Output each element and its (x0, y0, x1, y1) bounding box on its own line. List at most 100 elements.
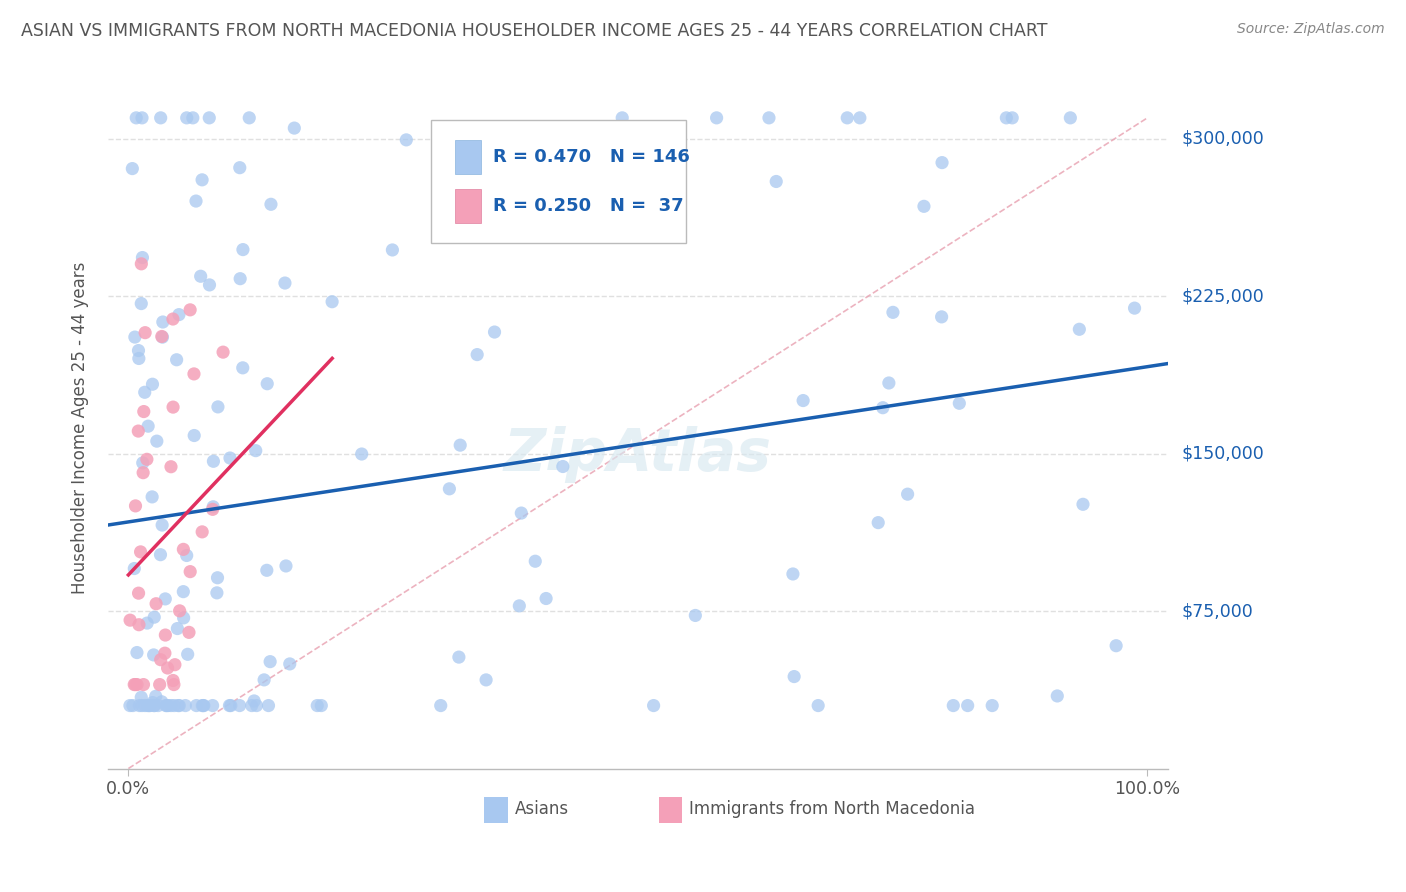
Point (274, 276, 297, 290)
Point (156, 698, 179, 713)
Point (837, 111, 859, 125)
Text: $75,000: $75,000 (1181, 602, 1254, 620)
Point (782, 566, 804, 581)
Point (131, 111, 153, 125)
Point (155, 698, 177, 713)
Point (219, 450, 242, 465)
Point (143, 698, 166, 713)
Point (122, 677, 145, 691)
Point (132, 404, 155, 418)
Point (350, 447, 373, 461)
Point (534, 591, 557, 606)
Point (124, 677, 146, 691)
Point (1123, 301, 1146, 315)
Point (551, 459, 574, 474)
Point (191, 173, 214, 187)
Point (146, 434, 169, 449)
Point (163, 677, 186, 691)
Point (995, 111, 1018, 125)
Point (956, 698, 979, 713)
Point (184, 194, 207, 208)
Point (129, 690, 152, 705)
Point (381, 243, 404, 257)
Point (877, 376, 900, 390)
Point (181, 111, 204, 125)
Point (125, 646, 148, 660)
Point (128, 698, 150, 713)
Point (278, 657, 301, 671)
Point (201, 698, 224, 713)
Point (191, 698, 214, 713)
Point (162, 312, 184, 326)
Point (149, 677, 172, 691)
FancyBboxPatch shape (432, 120, 686, 244)
Point (125, 111, 148, 125)
FancyBboxPatch shape (454, 139, 481, 174)
Point (128, 617, 150, 632)
Point (758, 111, 780, 125)
Point (136, 698, 159, 713)
Point (166, 352, 188, 367)
Text: ASIAN VS IMMIGRANTS FROM NORTH MACEDONIA HOUSEHOLDER INCOME AGES 25 - 44 YEARS C: ASIAN VS IMMIGRANTS FROM NORTH MACEDONIA… (21, 22, 1047, 40)
Point (124, 561, 146, 575)
Point (229, 271, 252, 285)
Point (1001, 111, 1024, 125)
Point (162, 400, 184, 414)
Point (176, 648, 198, 662)
Point (232, 360, 254, 375)
Point (931, 310, 953, 324)
Point (240, 698, 263, 713)
Point (153, 646, 176, 660)
Point (136, 616, 159, 631)
Point (186, 698, 208, 713)
Point (912, 199, 935, 213)
Text: Immigrants from North Macedonia: Immigrants from North Macedonia (689, 800, 974, 819)
Point (931, 155, 953, 169)
Point (143, 610, 166, 624)
Point (177, 625, 200, 640)
Point (190, 269, 212, 284)
Point (149, 653, 172, 667)
Y-axis label: Householder Income Ages 25 - 44 years: Householder Income Ages 25 - 44 years (72, 261, 89, 594)
Point (150, 695, 173, 709)
Point (948, 396, 970, 410)
Point (524, 554, 547, 568)
Point (129, 296, 152, 310)
Point (172, 584, 194, 599)
Point (166, 622, 188, 636)
Point (127, 424, 149, 438)
Point (274, 558, 297, 573)
Point (173, 611, 195, 625)
Point (256, 376, 278, 391)
Point (172, 542, 194, 557)
Point (149, 548, 172, 562)
Point (395, 133, 418, 147)
Point (124, 330, 146, 344)
Point (134, 698, 156, 713)
Point (193, 698, 215, 713)
Point (132, 456, 155, 470)
Point (253, 673, 276, 687)
Point (706, 111, 728, 125)
Point (311, 698, 333, 713)
Point (143, 698, 166, 713)
Point (198, 277, 221, 292)
Text: R = 0.470   N = 146: R = 0.470 N = 146 (492, 147, 689, 166)
Point (155, 591, 177, 606)
Point (228, 698, 250, 713)
FancyBboxPatch shape (659, 797, 682, 823)
Text: Source: ZipAtlas.com: Source: ZipAtlas.com (1237, 22, 1385, 37)
Point (245, 443, 267, 458)
Point (120, 613, 142, 627)
Point (283, 121, 305, 136)
Point (238, 111, 260, 125)
Point (201, 502, 224, 516)
Point (1071, 497, 1094, 511)
Point (783, 669, 806, 683)
Point (131, 698, 153, 713)
Point (643, 698, 665, 713)
Point (183, 367, 205, 381)
Point (125, 677, 148, 691)
Text: Asians: Asians (515, 800, 569, 819)
Point (141, 490, 163, 504)
